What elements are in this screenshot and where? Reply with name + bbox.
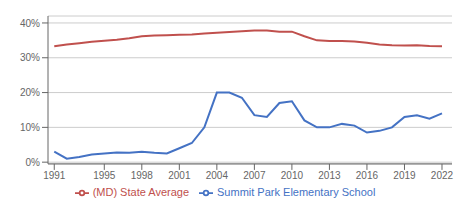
svg-text:2019: 2019: [393, 170, 416, 181]
svg-text:1991: 1991: [43, 170, 66, 181]
svg-text:10%: 10%: [20, 122, 40, 133]
svg-text:2004: 2004: [206, 170, 229, 181]
svg-text:2022: 2022: [431, 170, 454, 181]
html-text:Summit Park Elementary School: Summit Park Elementary School: [217, 185, 376, 198]
svg-text:30%: 30%: [20, 52, 40, 63]
svg-text:20%: 20%: [20, 87, 40, 98]
svg-text:2010: 2010: [281, 170, 304, 181]
svg-text:2016: 2016: [356, 170, 379, 181]
svg-text:1995: 1995: [93, 170, 116, 181]
svg-text:2007: 2007: [243, 170, 266, 181]
svg-text:2001: 2001: [168, 170, 191, 181]
svg-text:0%: 0%: [26, 157, 41, 168]
html-text:(MD) State Average: (MD) State Average: [92, 185, 189, 198]
svg-text:40%: 40%: [20, 18, 40, 29]
svg-text:1998: 1998: [131, 170, 154, 181]
svg-text:2013: 2013: [318, 170, 341, 181]
